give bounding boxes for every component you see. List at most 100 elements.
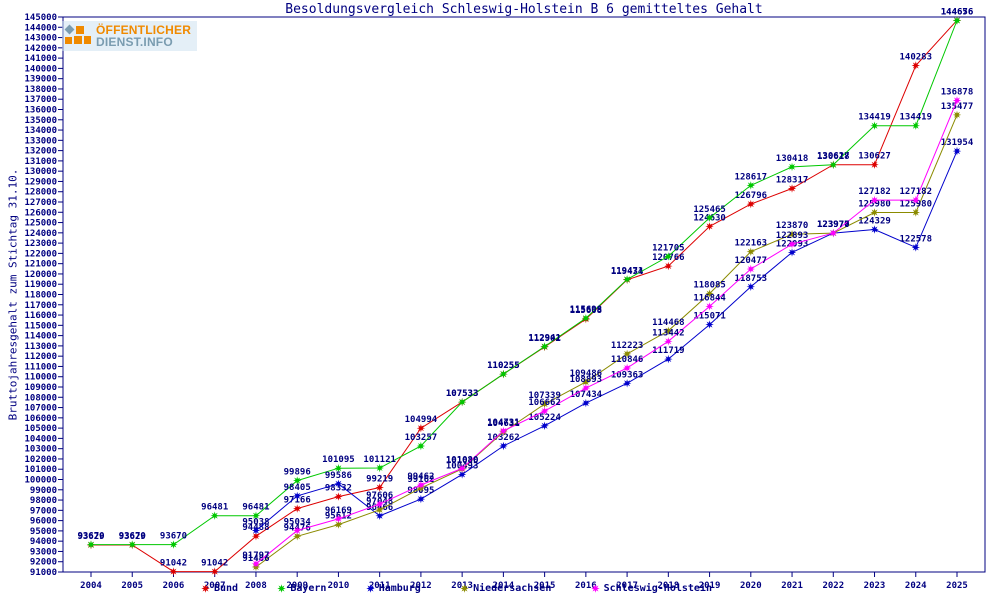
y-tick-label: 122000 (24, 249, 57, 259)
data-point-bund (293, 504, 302, 513)
y-tick-label: 93000 (30, 547, 57, 557)
data-point-hamburg (952, 146, 962, 156)
data-point-bund (416, 424, 426, 433)
y-tick-label: 111000 (24, 362, 57, 372)
data-point-label: 123976 (817, 220, 850, 230)
data-point-bund (911, 61, 920, 70)
data-point-label: 93670 (160, 532, 187, 542)
y-tick-label: 96000 (30, 517, 57, 527)
y-tick-label: 116000 (24, 311, 57, 321)
data-point-bayern (293, 476, 302, 485)
y-tick-label: 119000 (24, 280, 57, 290)
data-point-bayern (499, 369, 508, 379)
data-point-schleswig-holstein (251, 559, 261, 568)
data-point-label: 127182 (858, 187, 891, 197)
data-point-label: 107339 (528, 391, 561, 401)
data-point-schleswig-holstein (375, 499, 384, 509)
data-point-label: 97166 (284, 496, 311, 506)
x-tick-label: 2023 (864, 581, 886, 591)
data-point-schleswig-holstein (622, 363, 632, 373)
data-point-hamburg (787, 248, 797, 257)
y-tick-label: 140000 (24, 64, 57, 74)
data-point-label: 125465 (693, 205, 726, 215)
y-tick-label: 138000 (24, 85, 57, 95)
data-point-label: 119434 (611, 267, 644, 277)
data-point-label: 110846 (611, 355, 644, 365)
data-point-label: 99162 (407, 475, 434, 485)
chart-title: Besoldungsvergleich Schleswig-Holstein B… (285, 2, 763, 17)
data-point-hamburg (457, 470, 467, 479)
y-tick-label: 142000 (24, 44, 57, 54)
data-point-label: 91797 (242, 551, 269, 561)
data-point-niedersachsen (911, 208, 920, 217)
x-tick-label: 2020 (740, 581, 762, 591)
data-point-label: 118753 (735, 274, 768, 284)
data-point-label: 104631 (487, 419, 520, 429)
data-point-niedersachsen (293, 532, 302, 541)
legend-marker-icon (590, 584, 600, 593)
x-tick-label: 2009 (286, 581, 308, 591)
data-point-label: 107533 (446, 389, 479, 399)
y-tick-label: 104000 (24, 434, 57, 444)
data-point-schleswig-holstein (499, 426, 508, 436)
data-point-bayern (86, 540, 96, 549)
data-point-label: 104731 (487, 418, 520, 428)
y-tick-label: 98000 (30, 496, 57, 506)
data-point-bund (664, 261, 673, 271)
data-point-hamburg (911, 243, 920, 252)
y-tick-label: 92000 (30, 558, 57, 568)
x-tick-label: 2014 (493, 581, 515, 591)
series-line-hamburg (255, 150, 958, 531)
data-point-label: 98332 (325, 484, 352, 494)
data-point-bayern (664, 252, 673, 261)
data-point-label: 101121 (363, 455, 396, 465)
data-point-label: 95038 (242, 517, 269, 527)
data-point-bayern (622, 275, 632, 284)
data-point-label: 93670 (119, 532, 146, 542)
x-tick-label: 2007 (204, 581, 226, 591)
data-point-label: 98405 (284, 483, 311, 493)
legend-label: Schleswig-Holstein (603, 583, 712, 594)
x-tick-label: 2011 (369, 581, 391, 591)
data-point-niedersachsen (581, 377, 591, 387)
data-point-bayern (787, 162, 797, 172)
data-point-label: 127182 (900, 187, 933, 197)
data-point-label: 123977 (817, 220, 850, 230)
data-point-bayern (334, 464, 343, 473)
legend: Bund Bayern Hamburg Niedersachsen Schleswig-… (200, 583, 712, 594)
data-point-label: 125980 (858, 199, 891, 209)
legend-marker-icon (277, 584, 287, 593)
x-tick-label: 2018 (657, 581, 679, 591)
y-tick-label: 105000 (24, 424, 57, 434)
data-point-label: 111719 (652, 346, 685, 356)
data-point-niedersachsen (746, 247, 755, 256)
y-tick-label: 135000 (24, 116, 57, 126)
data-point-label: 103257 (405, 433, 438, 443)
data-point-bund (251, 532, 261, 541)
data-point-label: 122163 (735, 239, 768, 249)
data-point-label: 101020 (446, 456, 479, 466)
data-point-label: 108893 (570, 375, 603, 385)
data-point-hamburg (870, 225, 879, 234)
y-tick-label: 120000 (24, 270, 57, 280)
data-point-schleswig-holstein (911, 195, 920, 205)
legend-marker-icon (365, 584, 375, 593)
data-point-hamburg (705, 320, 714, 329)
y-tick-label: 110000 (24, 373, 57, 383)
legend-item-schleswig-holstein: Schleswig-Holstein (590, 583, 712, 594)
legend-marker-icon (201, 584, 210, 593)
y-tick-label: 94000 (30, 537, 57, 547)
y-tick-label: 112000 (24, 352, 57, 362)
data-point-label: 131954 (941, 138, 974, 148)
data-point-label: 126796 (735, 191, 768, 201)
y-tick-label: 121000 (24, 260, 57, 270)
y-tick-label: 103000 (24, 445, 57, 455)
y-tick-label: 100000 (24, 476, 57, 486)
data-point-schleswig-holstein (540, 406, 549, 416)
data-point-schleswig-holstein (870, 195, 879, 205)
legend-item-niedersachsen: Niedersachsen (459, 583, 551, 594)
y-tick-label: 128000 (24, 188, 57, 198)
y-tick-label: 137000 (24, 95, 57, 105)
y-tick-label: 124000 (24, 229, 57, 239)
y-tick-label: 125000 (24, 219, 57, 229)
